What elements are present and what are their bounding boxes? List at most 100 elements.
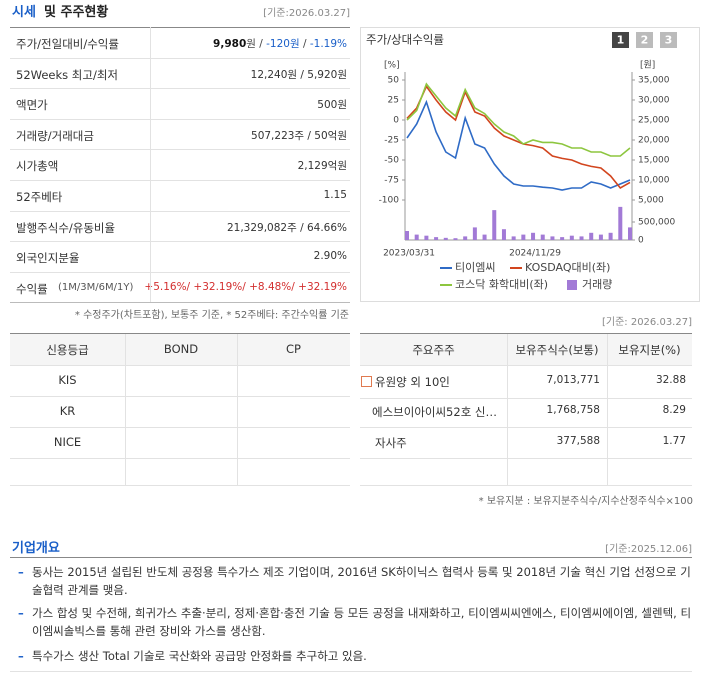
volume-bar (628, 227, 632, 240)
row-line (360, 485, 692, 486)
overview-item: 동사는 2015년 설립된 반도체 공정용 특수가스 제조 기업이며, 2016… (18, 563, 692, 599)
volume-bar (424, 235, 429, 240)
row-value: 2,129억원 (298, 158, 347, 173)
value-segment: +5.16%/ +32.19%/ +8.48%/ +32.19% (144, 280, 347, 293)
holder-ratio: 1.77 (662, 435, 686, 447)
section-title: 시세 (12, 5, 36, 20)
holder-name: 에스브이아이씨52호 신… (372, 405, 498, 419)
y-tick-label: 50 (388, 76, 400, 86)
legend-label: 거래량 (582, 278, 612, 291)
tab-button[interactable] (660, 32, 677, 48)
legend-label: 티이엠씨 (455, 261, 495, 274)
volume-bar (492, 210, 497, 240)
row-label: KIS (58, 373, 77, 387)
row-line (10, 271, 350, 273)
basis-date: [기준:2025.12.06] (605, 544, 692, 555)
volume-bar (531, 232, 536, 240)
row-value: 2.90% (314, 250, 347, 262)
column-line (607, 334, 608, 485)
volume-bar (521, 234, 526, 240)
line-series (406, 99, 631, 191)
y-tick-label: -75 (384, 176, 399, 186)
panel (360, 27, 700, 302)
holder-shares: 377,588 (556, 435, 600, 447)
row-label: 시가총액 (16, 159, 59, 174)
table-top-border (10, 333, 350, 334)
value-segment: 507,223주 / 50억원 (251, 129, 347, 142)
row-line (360, 458, 692, 459)
row-value: +5.16%/ +32.19%/ +8.48%/ +32.19% (144, 281, 347, 293)
volume-bar (589, 232, 594, 240)
row-line (10, 485, 350, 486)
header-bg (10, 334, 350, 365)
y2-tick-label: 5,000 (638, 196, 664, 206)
overview-item: 특수가스 생산 Total 기술로 국산화와 공급망 안정화를 추구하고 있음. (18, 647, 692, 665)
y2-tick-label: 10,000 (638, 176, 670, 186)
column-line (507, 334, 508, 485)
column-line (150, 27, 151, 303)
row-value: 9,980원 / -120원 / -1.19% (213, 36, 347, 51)
tab-button[interactable] (612, 32, 629, 48)
chart-title: 주가/상대수익률 (366, 33, 444, 47)
row-line (10, 180, 350, 181)
value-segment: 2,129억원 (297, 160, 347, 173)
column-line (237, 334, 238, 485)
row-label: 주가/전일대비/수익률 (16, 37, 119, 51)
axis-unit: [%] (384, 61, 400, 71)
chart: 주가/상대수익률 1 2 3 [%] [원] 50 25 0 -25 -50 -75 -100 35,00… (360, 27, 700, 302)
volume-bar (414, 234, 419, 240)
volume-bar (453, 238, 458, 240)
line-series (406, 84, 631, 190)
overview-item: 가스 합성 및 수전해, 희귀가스 추출·분리, 정제·혼합·충전 기술 등 모… (18, 604, 692, 640)
section-line (10, 671, 692, 672)
row-label: 액면가 (16, 98, 48, 113)
volume-bar (511, 236, 516, 240)
value-segment: 1.15 (323, 189, 347, 201)
holder-ratio: 8.29 (662, 404, 686, 416)
column-header: 주요주주 (412, 343, 455, 357)
column-header: 신용등급 (46, 343, 89, 357)
basis-date: [기준:2026.03.27] (263, 8, 350, 19)
row-line (10, 458, 350, 459)
tab-label: 3 (665, 34, 673, 47)
column-header: 보유주식수(보통) (515, 343, 599, 357)
row-line (10, 149, 350, 151)
row-line (360, 398, 692, 399)
value-segment: / (299, 38, 310, 50)
x-tick-label: 2023/03/31 (383, 249, 435, 259)
row-value: 12,240원 / 5,920원 (251, 67, 347, 82)
holder-shares: 1,768,758 (546, 404, 600, 416)
volume-bar (443, 237, 448, 240)
x-tick-label: 2024/11/29 (509, 249, 561, 259)
row-line (10, 88, 350, 90)
row-label: 수익률 (16, 281, 48, 296)
table-top-border (360, 333, 692, 334)
y-tick-label: 0 (393, 116, 399, 126)
holder-shares: 7,013,771 (546, 374, 600, 386)
row-line (10, 427, 350, 428)
volume-bar (608, 232, 613, 240)
y-tick-label: -50 (384, 156, 399, 166)
value-segment: 원 / (246, 38, 267, 50)
volume-bar (598, 234, 603, 240)
volume-bar (579, 236, 584, 240)
value-segment: 9,980 (213, 38, 247, 50)
y2-tick-label: 20,000 (638, 136, 670, 146)
row-line (10, 57, 350, 59)
holder-name: 자사주 (375, 436, 407, 450)
volume-bar (560, 237, 565, 240)
y-tick-label: 25 (388, 96, 399, 106)
holder-ratio: 32.88 (655, 374, 686, 386)
section-title: 및 주주현황 (44, 5, 109, 20)
row-value: 507,223주 / 50억원 (251, 128, 347, 143)
volume-bar (569, 235, 574, 240)
tab-button[interactable] (636, 32, 653, 48)
volume-bar (482, 234, 487, 240)
value-segment: -1.19% (309, 38, 347, 50)
column-line (125, 334, 126, 485)
value-segment: 12,240원 / 5,920원 (250, 68, 347, 81)
value-segment: 21,329,082주 / 64.66% (226, 221, 347, 234)
row-label: 외국인지분율 (16, 251, 80, 266)
section-title: 기업개요 (12, 541, 60, 556)
